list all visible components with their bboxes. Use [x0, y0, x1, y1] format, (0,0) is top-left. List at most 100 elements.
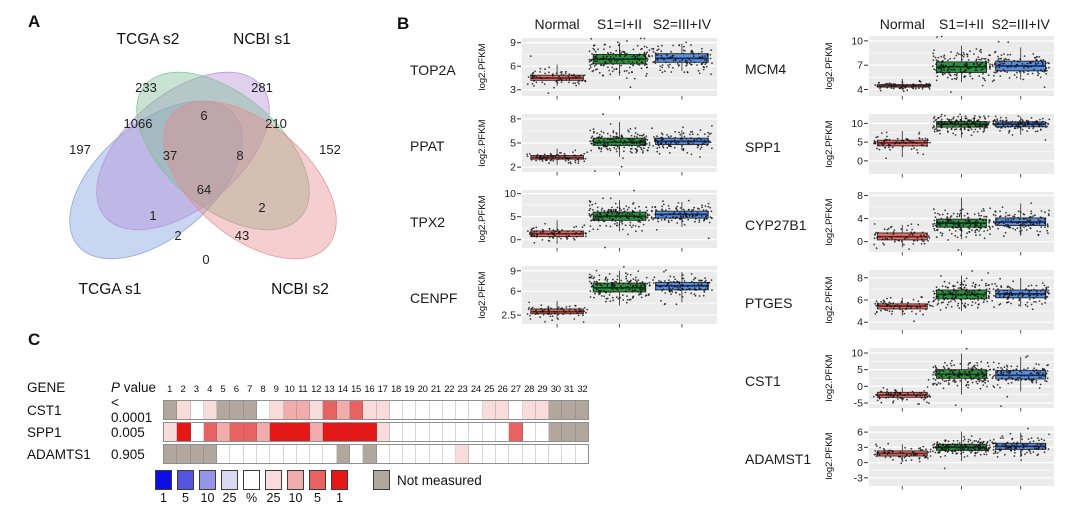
panel-a-label: A — [28, 12, 41, 31]
box-group-s1-i-ii — [932, 431, 992, 490]
jitter-points — [526, 149, 589, 165]
box-group-normal — [527, 220, 587, 252]
heatmap-cell-w — [243, 445, 257, 463]
jitter-points — [588, 37, 651, 89]
y-axis-label: log2.PFKM — [824, 354, 835, 401]
gene-label: MCM4 — [745, 61, 787, 77]
heatmap-cell-w — [562, 445, 576, 463]
legend-color-swatch — [221, 470, 238, 490]
jitter-points — [526, 55, 587, 94]
legend-label: 1 — [160, 491, 167, 505]
y-tick-label: 0 — [857, 236, 863, 248]
boxplot-column-right: MCM4 log2.PFKM 4 7 10 SPP1 log2.PFKM 0 5 10 CYP27B… — [745, 30, 1058, 498]
heatmap-column-number: 9 — [273, 384, 279, 395]
y-tick-label: 3 — [510, 84, 516, 96]
y-tick-label: 5 — [857, 137, 863, 149]
box-group-normal — [526, 300, 589, 328]
heatmap-cell-p25 — [456, 445, 470, 463]
venn-set-label: NCBI s2 — [271, 281, 329, 298]
heatmap-cell-w — [403, 445, 417, 463]
legend-color-swatch — [287, 470, 304, 490]
legend-label: 10 — [200, 491, 215, 505]
heatmap-column-number: 28 — [524, 384, 535, 395]
heatmap-column-number: 1 — [167, 384, 173, 395]
heatmap-cell-p10 — [283, 401, 297, 419]
heatmap-cell-w — [283, 445, 297, 463]
venn-ellipse-ncbi-s1 — [136, 71, 310, 231]
heatmap-column-number: 31 — [564, 384, 575, 395]
jitter-points — [873, 131, 931, 160]
heatmap-cell-w — [416, 445, 430, 463]
heatmap-cell-p25 — [164, 423, 178, 441]
y-tick-label: -3 — [854, 472, 863, 484]
venn-region-count: 233 — [135, 80, 157, 95]
venn-region-count: 2 — [258, 200, 265, 215]
venn-region-count: 0 — [202, 252, 209, 267]
heatmap-cell-nm — [336, 445, 350, 463]
pvalue-header-rest: value — [120, 380, 157, 395]
heatmap-column-number: 23 — [457, 384, 468, 395]
legend-label: 10 — [288, 491, 303, 505]
heatmap-cell-w — [256, 445, 271, 463]
heatmap-column-number: 21 — [430, 384, 441, 395]
heatmap-cell-w — [389, 401, 404, 419]
y-tick-label: 6 — [510, 286, 516, 298]
legend-item: 10 — [287, 470, 304, 505]
box-group-normal — [872, 378, 932, 412]
boxplot-svg-cst1: log2.PFKM -5 0 5 10 — [824, 348, 1054, 412]
box-group-s2-iii-iv — [652, 269, 713, 328]
heatmap-pvalue-header: P value — [111, 380, 163, 395]
heatmap-column-number: 16 — [364, 384, 375, 395]
jitter-points — [873, 442, 932, 465]
heatmap-cell-p5 — [349, 401, 364, 419]
heatmap-cell-nm — [575, 423, 588, 441]
heatmap-column-numbers: 1 2 3 4 5 6 7 8 9 10 11 12 13 14 15 16 17 18 19 20 21 22 23 24 2… — [163, 384, 589, 395]
heatmap-cell-p10 — [217, 423, 231, 441]
y-tick-label: 3 — [857, 442, 863, 454]
jitter-points — [588, 266, 651, 304]
legend-not-measured-label: Not measured — [397, 472, 482, 488]
y-tick-label: 10 — [504, 188, 516, 200]
boxplot-column-left: TOP2A log2.PFKM 3 6 9 PPAT log2.PFKM 2 5 8 TPX2 log… — [410, 32, 721, 336]
heatmap-column-number: 8 — [260, 384, 266, 395]
heatmap-cell-w — [429, 401, 443, 419]
y-axis-label: log2.PFKM — [824, 276, 835, 323]
heatmap-cell-p5 — [509, 423, 523, 441]
heatmap-cell-p5 — [230, 423, 244, 441]
boxplot-svg-tpx2: log2.PFKM 0 5 10 — [477, 188, 717, 252]
heatmap-cell-w — [190, 423, 204, 441]
heatmap-cell-nm — [243, 401, 257, 419]
heatmap-cell-w — [389, 445, 404, 463]
boxplot-row-spp1: SPP1 log2.PFKM 0 5 10 — [745, 108, 1058, 186]
venn-set-label: TCGA s2 — [117, 31, 180, 48]
heatmap-cell-w — [469, 401, 483, 419]
heatmap-column-number: 20 — [417, 384, 428, 395]
group-label-s2-iii-iv: S2=III+IV — [652, 16, 712, 32]
heatmap-cell-nm — [164, 445, 178, 463]
heatmap-column-number: 2 — [180, 384, 186, 395]
jitter-points — [874, 80, 932, 93]
legend-item: 5 — [177, 470, 194, 505]
boxplot-row-ptges: PTGES log2.PFKM 4 6 8 — [745, 264, 1058, 342]
legend-label: 1 — [336, 491, 343, 505]
legend-color-swatch — [177, 470, 194, 490]
heatmap-cell-p25 — [376, 423, 390, 441]
jitter-points — [589, 113, 651, 172]
box-group-s1-i-ii — [588, 37, 651, 100]
heatmap-cell-w — [230, 445, 244, 463]
jitter-points — [931, 113, 991, 137]
heatmap-cell-p10 — [310, 423, 324, 441]
y-tick-label: 4 — [857, 317, 863, 329]
y-tick-label: 7 — [857, 60, 863, 72]
heatmap-header-row: GENE P value 1 2 3 4 5 6 7 8 9 10 11 12 13 14 15 16 17 18… — [27, 380, 589, 395]
gene-label: TOP2A — [410, 62, 456, 78]
jitter-points — [651, 41, 713, 76]
legend-color-swatch — [309, 470, 326, 490]
heatmap-cell-p10 — [256, 423, 271, 441]
box-group-normal — [873, 223, 931, 256]
legend-label: 5 — [314, 491, 321, 505]
venn-region-count: 210 — [265, 116, 287, 131]
legend-not-measured-swatch — [373, 470, 390, 490]
heatmap-cell-w — [469, 445, 483, 463]
